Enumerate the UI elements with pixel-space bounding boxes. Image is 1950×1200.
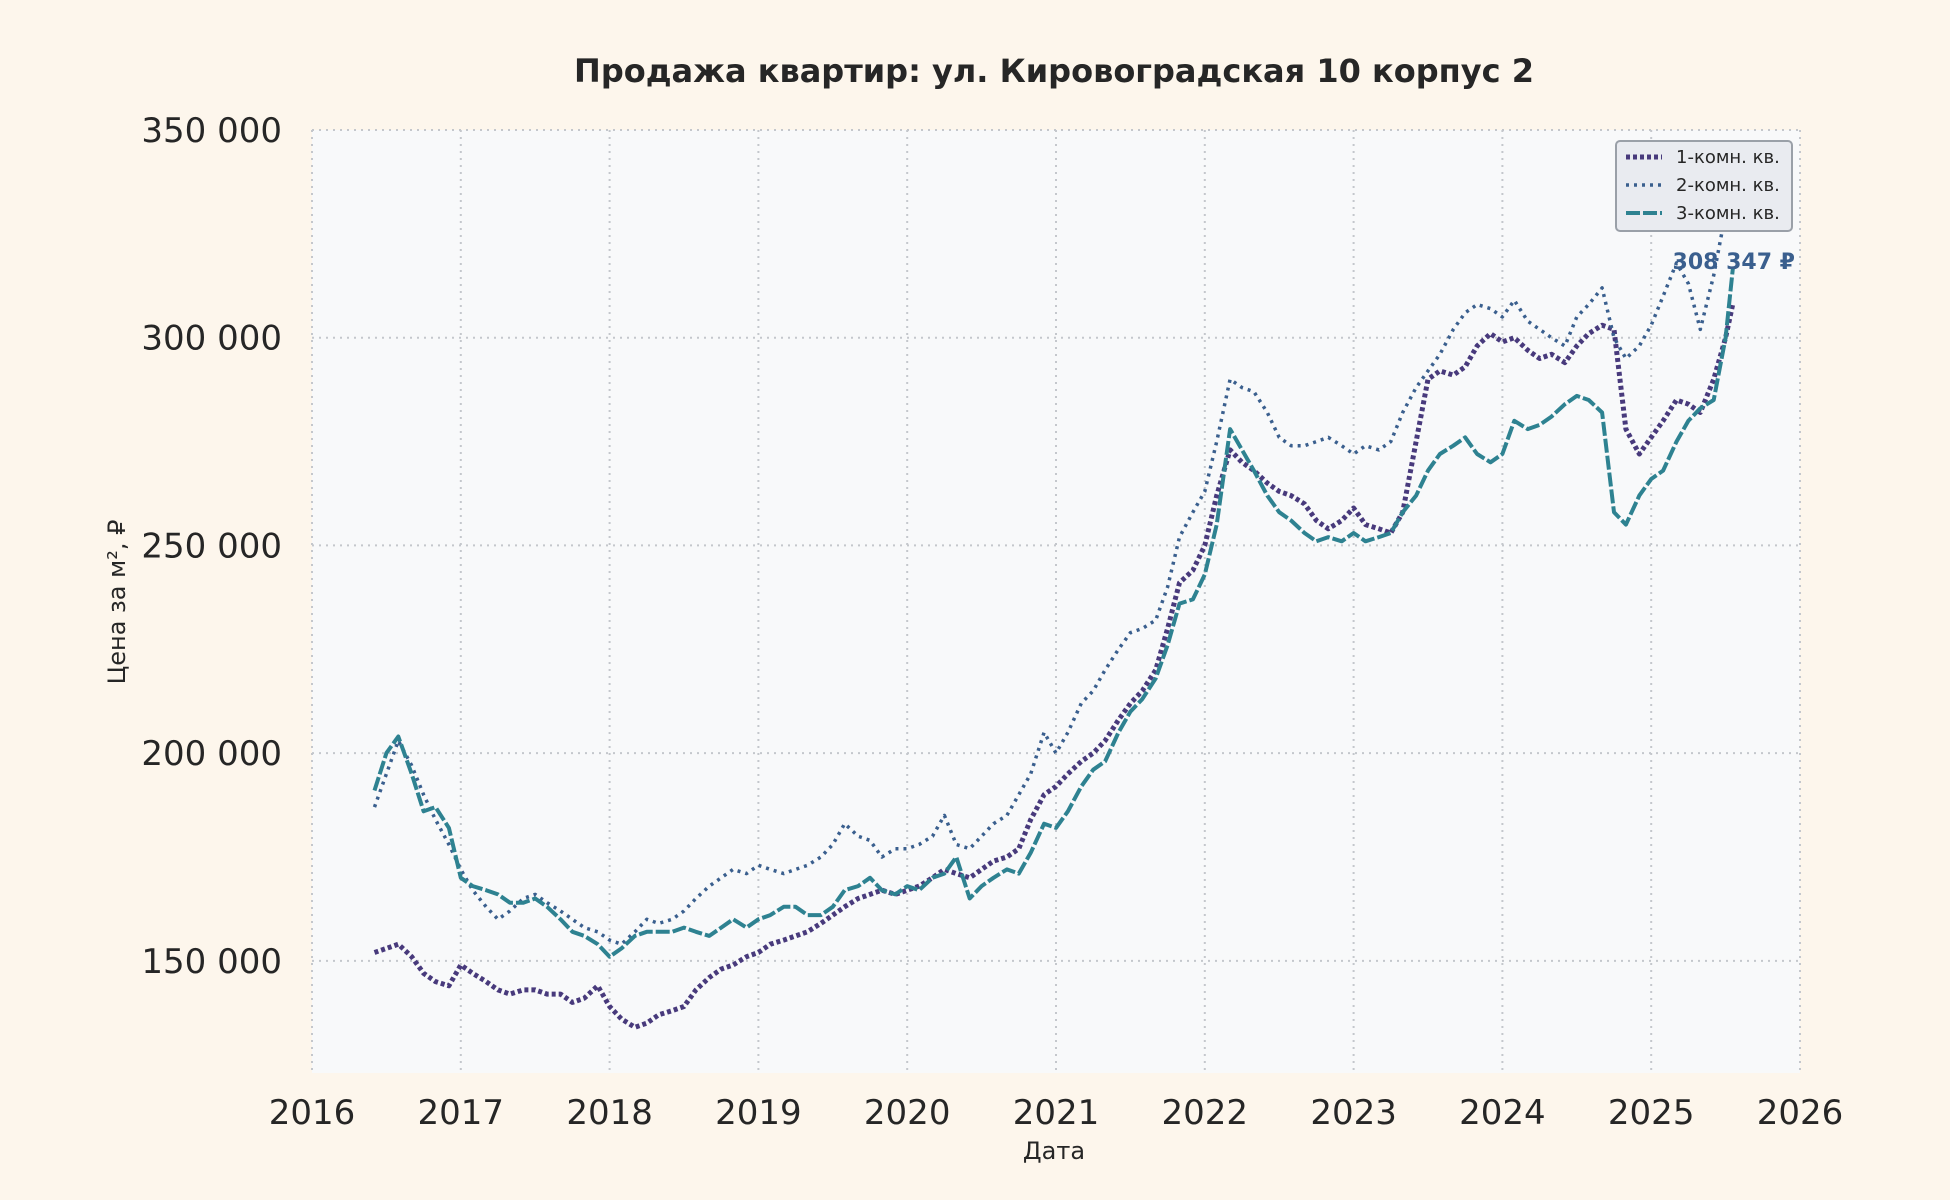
x-tick-label: 2026 bbox=[1757, 1093, 1844, 1133]
y-tick-label: 350 000 bbox=[141, 111, 282, 151]
y-tick-label: 250 000 bbox=[141, 526, 282, 566]
x-tick-label: 2023 bbox=[1310, 1093, 1397, 1133]
series-line-1 bbox=[373, 302, 1736, 1030]
x-axis-ticks: 2016 2017 2018 2019 2020 2021 2022 2023 2024 2025… bbox=[269, 1093, 1844, 1133]
series-layer bbox=[372, 211, 1736, 1030]
x-tick-label: 2016 bbox=[269, 1093, 356, 1133]
last-price-annotation: 308 347 ₽ bbox=[1673, 250, 1795, 275]
x-tick-label: 2022 bbox=[1162, 1093, 1249, 1133]
y-tick-label: 300 000 bbox=[141, 319, 282, 359]
legend-box bbox=[1615, 140, 1793, 232]
x-tick-label: 2024 bbox=[1459, 1093, 1546, 1133]
legend-label: 3-комн. кв. bbox=[1676, 203, 1780, 224]
x-tick-label: 2019 bbox=[715, 1093, 802, 1133]
y-axis-ticks: 150 000 200 000 250 000 300 000 350 000 bbox=[141, 111, 282, 982]
x-tick-label: 2018 bbox=[566, 1093, 653, 1133]
legend: 1-комн. кв. 2-комн. кв. 3-комн. кв. bbox=[1615, 140, 1793, 232]
chart-title: Продажа квартир: ул. Кировоградская 10 к… bbox=[574, 52, 1534, 90]
grid bbox=[311, 129, 1801, 1073]
y-tick-label: 200 000 bbox=[141, 734, 282, 774]
legend-label: 2-комн. кв. bbox=[1676, 175, 1780, 196]
x-tick-label: 2020 bbox=[864, 1093, 951, 1133]
legend-label: 1-комн. кв. bbox=[1676, 147, 1780, 168]
y-axis-label: Цена за м², ₽ bbox=[103, 520, 131, 685]
series-line-3 bbox=[372, 266, 1735, 959]
x-axis-label: Дата bbox=[1023, 1137, 1085, 1165]
x-tick-label: 2021 bbox=[1013, 1093, 1100, 1133]
x-tick-label: 2017 bbox=[418, 1093, 505, 1133]
x-tick-label: 2025 bbox=[1608, 1093, 1695, 1133]
y-tick-label: 150 000 bbox=[141, 942, 282, 982]
